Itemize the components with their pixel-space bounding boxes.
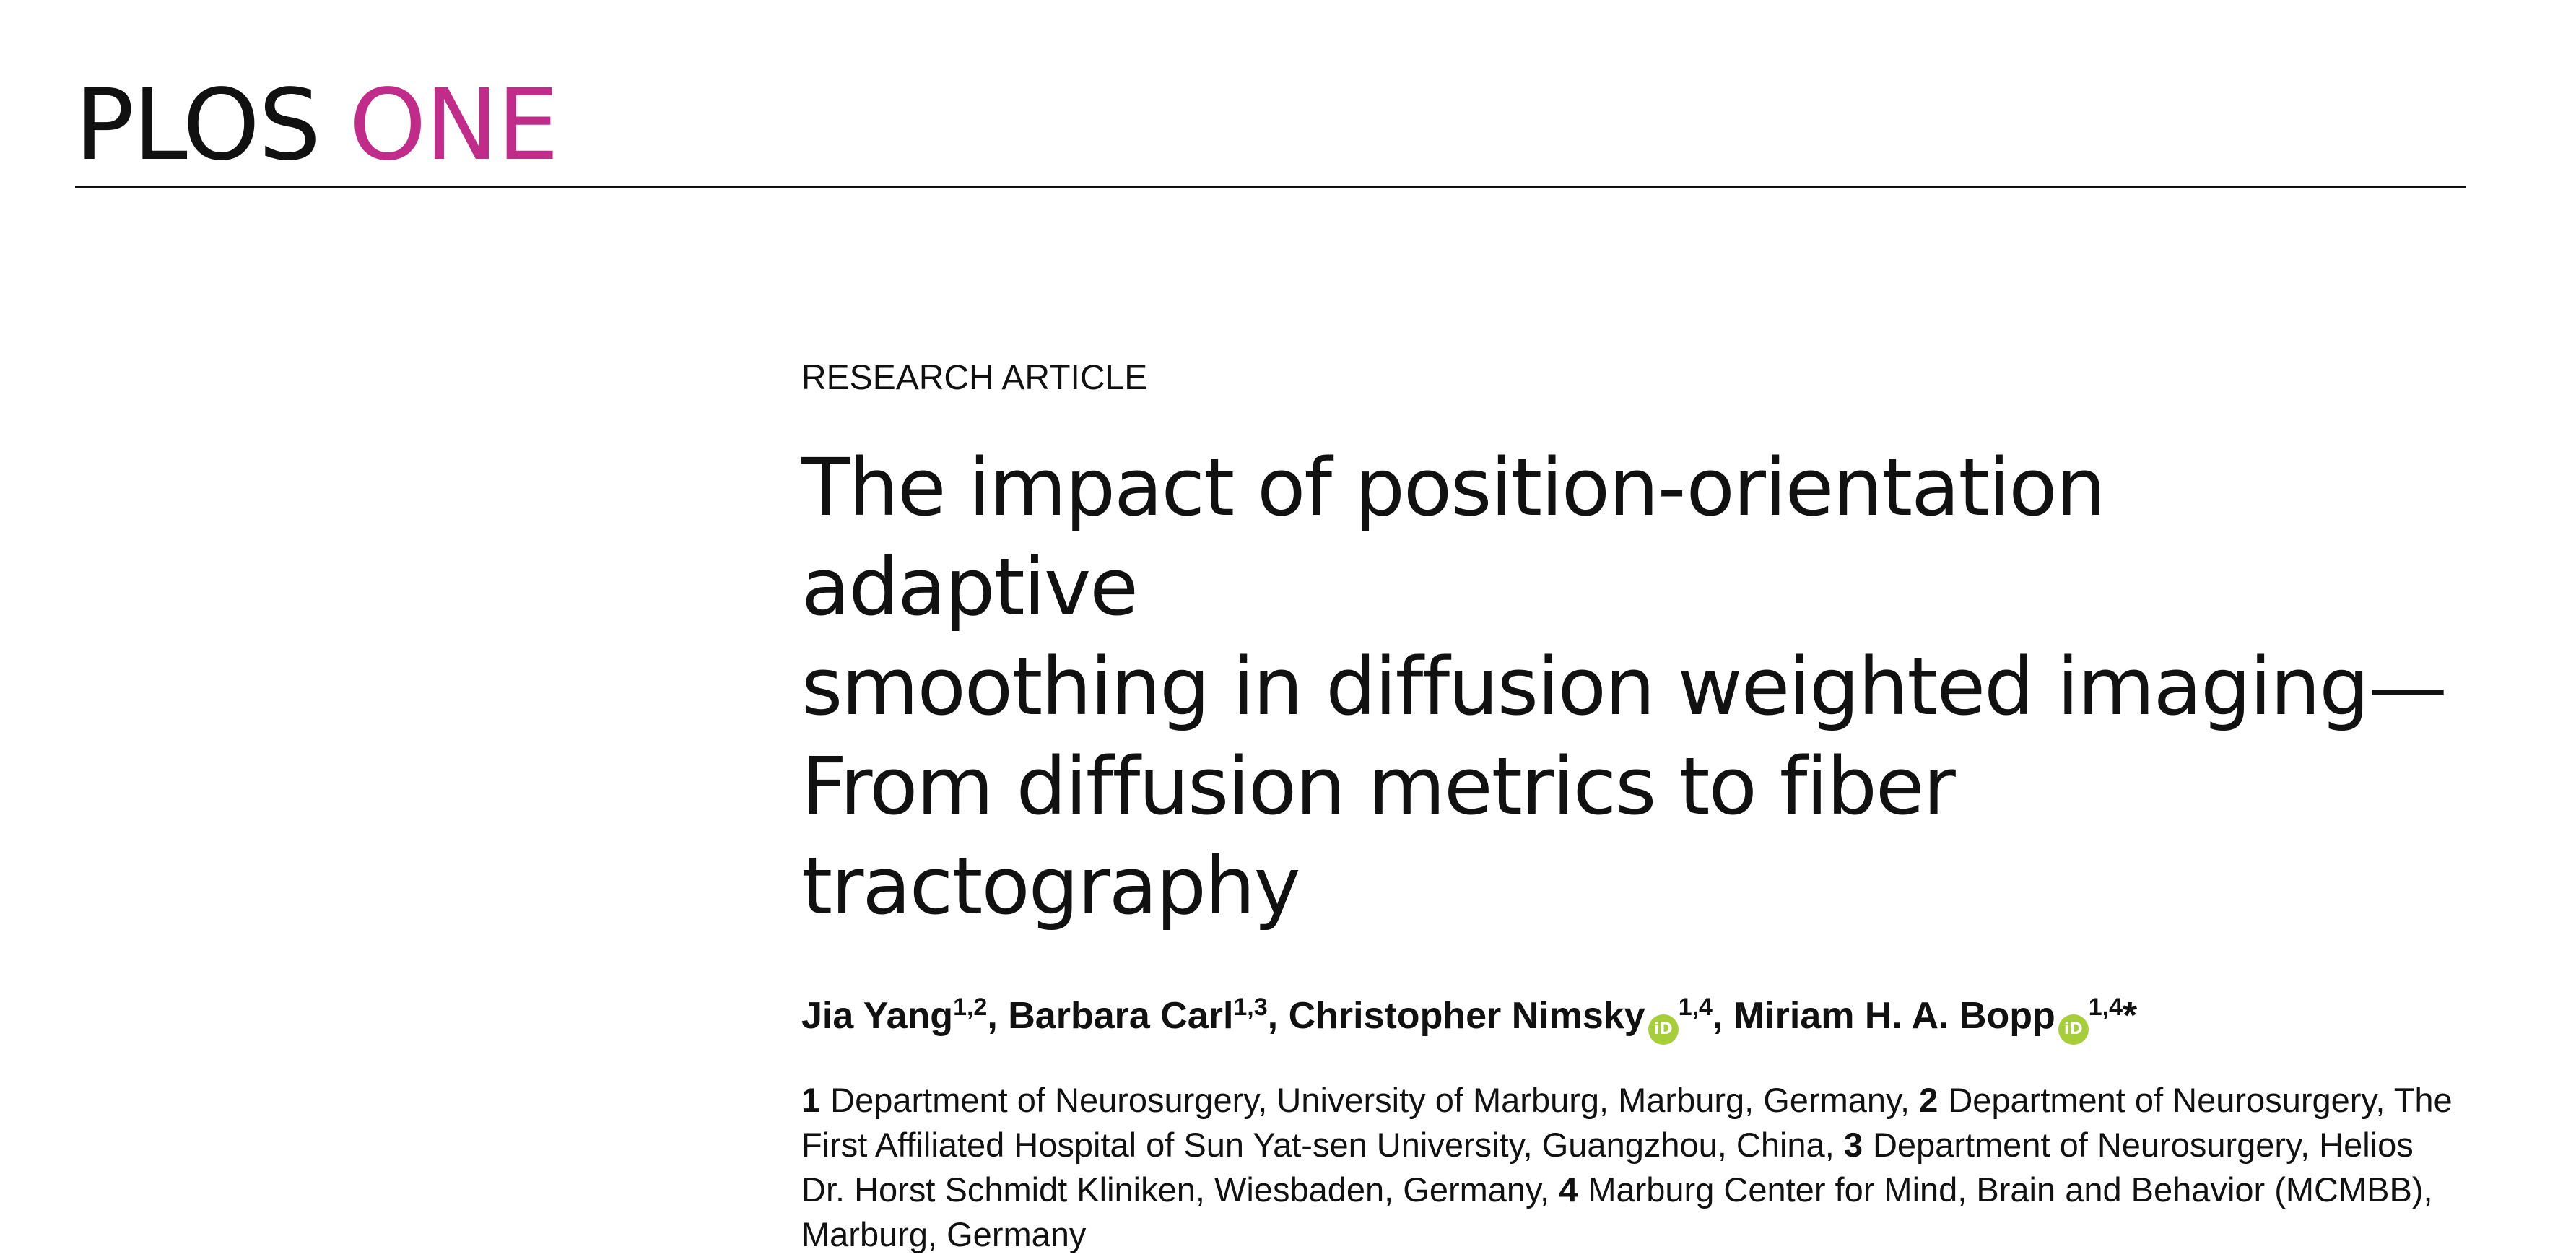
affiliation-text: Department of Neurosurgery, University o… (830, 1081, 1910, 1119)
author-name: Barbara Carl (1008, 995, 1234, 1037)
affiliation-number: 4 (1559, 1170, 1578, 1209)
journal-logo-one: ONE (349, 69, 560, 183)
journal-logo-plos: PLOS (75, 69, 321, 183)
article-type-label: RESEARCH ARTICLE (801, 359, 1148, 397)
author-separator: , (987, 995, 1009, 1037)
corresponding-author-marker: * (2123, 995, 2138, 1037)
author-affiliation-marker: 1,3 (1233, 993, 1268, 1021)
author-name: Jia Yang (801, 995, 954, 1037)
orcid-icon[interactable]: iD (2058, 1014, 2089, 1045)
journal-logo: PLOS ONE (75, 77, 2466, 175)
affiliation-number: 1 (801, 1081, 821, 1119)
affiliation-number: 2 (1919, 1081, 1938, 1119)
title-line: The impact of position-orientation adapt… (801, 441, 2106, 633)
author-affiliation-marker: 1,2 (953, 993, 988, 1021)
title-line: From diffusion metrics to fiber tractogr… (801, 740, 1956, 932)
author-name: Christopher Nimsky (1288, 995, 1645, 1037)
affiliation-list: 1 Department of Neurosurgery, University … (801, 1078, 2462, 1257)
author-name: Miriam H. A. Bopp (1733, 995, 2055, 1037)
author-list: Jia Yang1,2, Barbara Carl1,3, Christophe… (801, 993, 2462, 1045)
header-divider (75, 186, 2466, 188)
affiliation-number: 3 (1843, 1126, 1863, 1164)
article-title: The impact of position-orientation adapt… (801, 438, 2462, 936)
article-front-matter: RESEARCH ARTICLE The impact of position-… (801, 361, 2462, 1257)
journal-header: PLOS ONE (75, 77, 2466, 175)
author-separator: , (1712, 995, 1733, 1037)
orcid-icon[interactable]: iD (1648, 1014, 1679, 1045)
author-affiliation-marker: 1,4 (1678, 993, 1713, 1021)
author-affiliation-marker: 1,4 (2088, 993, 2123, 1021)
author-separator: , (1267, 995, 1289, 1037)
title-line: smoothing in diffusion weighted imaging— (801, 640, 2447, 733)
